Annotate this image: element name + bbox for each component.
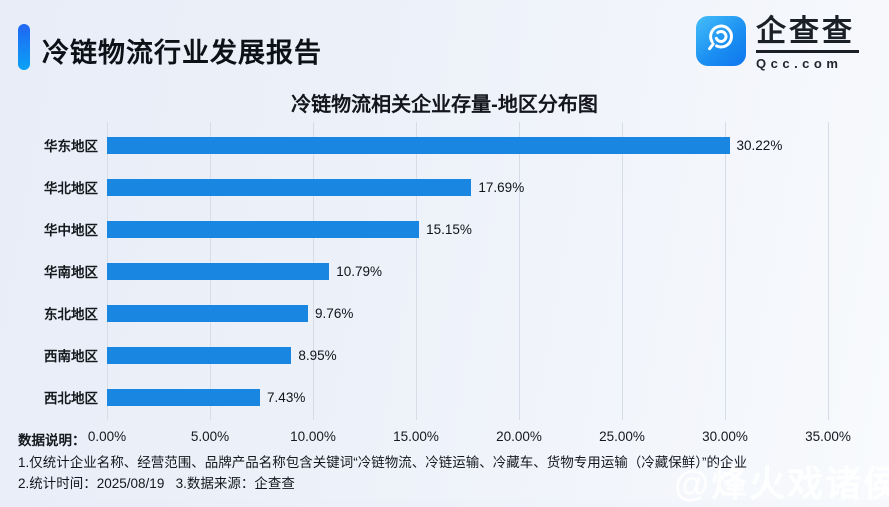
x-axis-tick: 10.00%: [290, 429, 336, 444]
bar-track: 30.22%: [107, 136, 828, 154]
bar-row: 华东地区 30.22%: [0, 124, 889, 166]
value-label: 17.69%: [478, 179, 525, 195]
x-axis-tick: 15.00%: [393, 429, 439, 444]
footnote-2: 2.统计时间：2025/08/19 3.数据来源：企查查: [18, 476, 295, 491]
qcc-logo: 企查查 Qcc.com: [696, 16, 859, 71]
bar-track: 15.15%: [107, 220, 828, 238]
x-axis-tick: 5.00%: [190, 429, 230, 444]
x-axis-tick: 25.00%: [599, 429, 645, 444]
bar: [107, 136, 730, 154]
bar: [107, 220, 420, 238]
value-label: 10.79%: [336, 263, 383, 279]
qcc-logo-square: [696, 16, 746, 66]
value-label: 8.95%: [298, 347, 337, 363]
chart-title: 冷链物流相关企业存量-地区分布图: [291, 94, 598, 116]
x-axis-tick: 20.00%: [496, 429, 542, 444]
bar-track: 10.79%: [107, 262, 828, 280]
page-title: 冷链物流行业发展报告: [42, 38, 322, 68]
bar-row: 西南地区 8.95%: [0, 334, 889, 376]
gridline: [622, 122, 623, 420]
value-label: 15.15%: [426, 221, 472, 237]
bar-chart: 华东地区 30.22% 华北地区 17.69% 华中地区 15.15% 华南地区 10.79%…: [0, 124, 889, 418]
data-note-label: 数据说明：: [18, 433, 86, 448]
category-label: 东北地区: [44, 307, 98, 322]
bar-track: 17.69%: [107, 178, 828, 196]
qcc-logo-name-en: Qcc.com: [756, 56, 843, 71]
bar-track: 9.76%: [107, 304, 828, 322]
bar: [107, 388, 261, 406]
bar: [107, 304, 309, 322]
bar-row: 华北地区 17.69%: [0, 166, 889, 208]
bar: [107, 262, 330, 280]
bar: [107, 346, 292, 364]
category-label: 西北地区: [44, 391, 98, 406]
value-label: 9.76%: [315, 305, 354, 321]
bar-row: 西北地区 7.43%: [0, 376, 889, 418]
bar-row: 华南地区 10.79%: [0, 250, 889, 292]
gridline: [725, 122, 726, 420]
category-label: 华东地区: [44, 139, 98, 154]
qcc-logo-underline: [756, 50, 859, 53]
x-axis-tick: 0.00%: [87, 429, 127, 444]
gridline: [828, 122, 829, 420]
qcc-logo-name-cn: 企查查: [756, 15, 855, 48]
category-label: 华北地区: [44, 181, 98, 196]
gridline: [519, 122, 520, 420]
bar-row: 东北地区 9.76%: [0, 292, 889, 334]
category-label: 西南地区: [44, 349, 98, 364]
x-axis: 0.00% 5.00% 10.00% 15.00% 20.00% 25.00% 30.00%…: [88, 429, 851, 447]
category-label: 华中地区: [44, 223, 98, 238]
bar-track: 7.43%: [107, 388, 828, 406]
gridline: [416, 122, 417, 420]
bar-track: 8.95%: [107, 346, 828, 364]
footnote-1: 1.仅统计企业名称、经营范围、品牌产品名称包含关键词“冷链物流、冷链运输、冷藏车…: [18, 455, 747, 470]
x-axis-tick: 30.00%: [702, 429, 748, 444]
bar-row: 华中地区 15.15%: [0, 208, 889, 250]
title-accent-bar: [18, 24, 30, 70]
category-label: 华南地区: [44, 265, 98, 280]
x-axis-tick: 35.00%: [805, 429, 851, 444]
value-label: 7.43%: [267, 389, 306, 405]
qcc-logo-text: 企查查 Qcc.com: [756, 16, 859, 71]
bar: [107, 178, 472, 196]
qcc-magnifier-icon: [701, 19, 741, 64]
value-label: 30.22%: [736, 137, 783, 153]
